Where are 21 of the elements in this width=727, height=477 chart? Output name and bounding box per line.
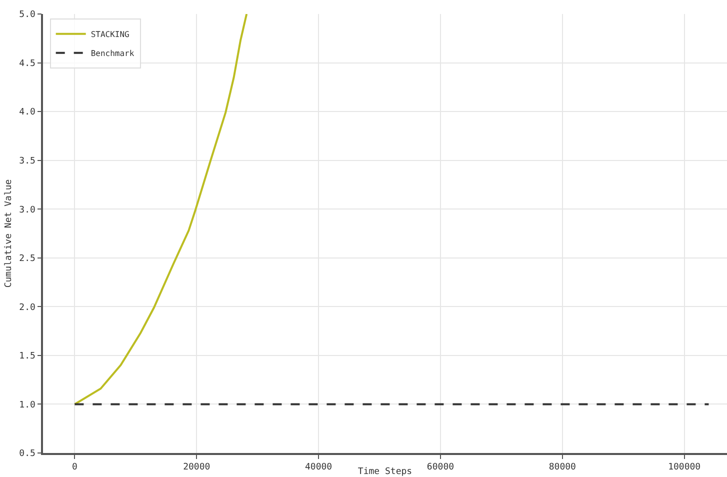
x-tick-label: 40000 <box>305 462 332 473</box>
x-tick-label: 0 <box>72 462 78 473</box>
y-tick-label: 4.0 <box>19 108 36 118</box>
y-tick-label: 4.5 <box>19 58 36 69</box>
y-tick-label: 1.5 <box>19 352 36 362</box>
x-tick-label: 100000 <box>668 462 701 473</box>
y-tick-label: 1.0 <box>19 400 36 410</box>
legend-label: Benchmark <box>90 49 134 58</box>
y-tick-label: 3.5 <box>19 156 36 166</box>
y-tick-label: 0.5 <box>19 449 36 460</box>
x-tick-label: 80000 <box>548 462 576 473</box>
y-axis-title: Cumulative Net Value <box>4 179 14 288</box>
x-axis-title: Time Steps <box>358 467 412 477</box>
y-tick-label: 2.5 <box>19 254 36 264</box>
y-tick-label: 5.0 <box>19 10 36 20</box>
line-series <box>74 14 248 406</box>
y-tick-label: 3.0 <box>19 205 36 216</box>
legend-label: STACKING <box>90 30 130 40</box>
x-tick-label: 60000 <box>426 462 454 473</box>
y-tick-label: 2.0 <box>19 302 36 313</box>
x-tick-label: 20000 <box>183 462 210 473</box>
